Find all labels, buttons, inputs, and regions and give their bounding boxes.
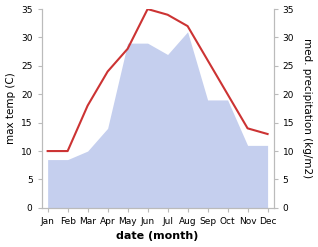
Y-axis label: med. precipitation (kg/m2): med. precipitation (kg/m2) — [302, 38, 313, 179]
Y-axis label: max temp (C): max temp (C) — [5, 73, 16, 144]
X-axis label: date (month): date (month) — [116, 231, 199, 242]
